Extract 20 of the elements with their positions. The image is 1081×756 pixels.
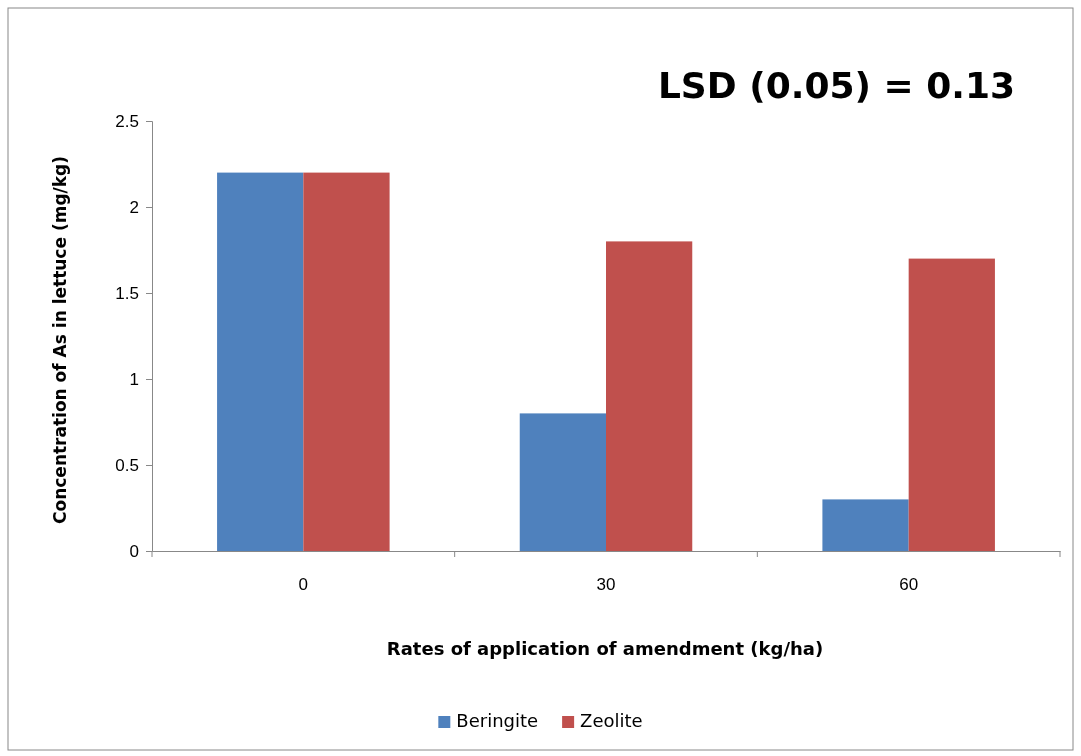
bar <box>908 258 995 551</box>
y-tick-label: 2.5 <box>115 111 139 131</box>
bar <box>217 172 304 551</box>
legend-label: Zeolite <box>580 710 643 731</box>
y-tick-label: 0 <box>129 541 139 561</box>
y-tick-label: 2 <box>129 197 139 217</box>
y-tick-label: 1 <box>129 369 139 389</box>
x-axis-title: Rates of application of amendment (kg/ha) <box>386 638 824 659</box>
y-tick-label: 1.5 <box>115 283 139 303</box>
bar <box>303 172 390 551</box>
bar <box>519 413 606 551</box>
y-axis-title: Concentration of As in lettuce (mg/kg) <box>50 156 70 524</box>
x-tick-label: 30 <box>596 575 616 594</box>
y-tick-label: 0.5 <box>115 455 139 475</box>
bar <box>822 499 909 551</box>
bar <box>606 241 693 551</box>
x-tick-label: 60 <box>899 575 919 594</box>
legend-label: Beringite <box>456 710 539 731</box>
x-tick-label: 0 <box>298 575 309 594</box>
text: LSD (0.05) = 0.13 <box>657 65 1015 106</box>
